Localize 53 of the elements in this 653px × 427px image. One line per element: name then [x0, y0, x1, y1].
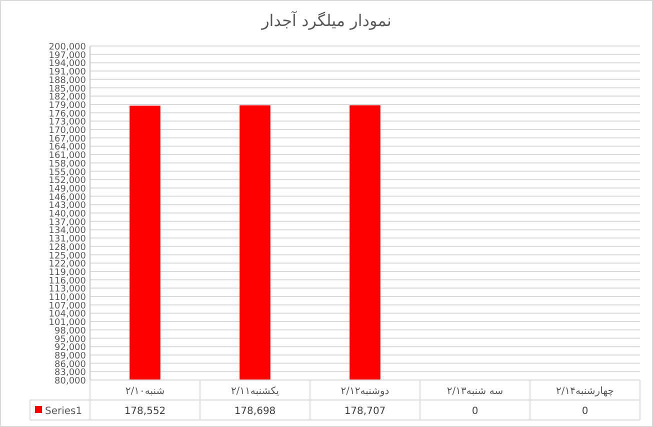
y-tick-label: 161,000	[48, 151, 86, 162]
y-tick-label: 191,000	[48, 68, 86, 78]
y-tick-label: 149,000	[48, 184, 86, 194]
y-tick-label: 92,000	[54, 343, 86, 354]
y-tick-label: 158,000	[48, 159, 86, 170]
y-tick-label: 155,000	[48, 168, 86, 178]
y-tick-label: 134,000	[48, 226, 86, 236]
y-tick-label: 122,000	[48, 260, 86, 270]
y-tick-label: 173,000	[48, 118, 86, 128]
x-tick-label: شنبه۲/۱۰	[125, 386, 165, 397]
y-tick-label: 164,000	[48, 142, 86, 153]
legend-label: Series1	[45, 406, 82, 417]
y-tick-label: 119,000	[48, 268, 86, 278]
y-tick-label: 110,000	[48, 293, 86, 303]
y-tick-label: 131,000	[48, 234, 86, 245]
x-tick-label: یکشنبه۲/۱۱	[230, 386, 280, 397]
y-tick-label: 80,000	[54, 376, 86, 386]
y-tick-label: 86,000	[54, 360, 86, 370]
y-tick-label: 176,000	[48, 109, 86, 120]
x-tick-label: سه شنبه۲/۱۳	[446, 386, 504, 397]
y-tick-label: 140,000	[48, 210, 86, 220]
data-label: 178,552	[124, 406, 166, 417]
y-tick-label: 152,000	[48, 176, 86, 186]
y-tick-label: 170,000	[48, 126, 86, 136]
x-tick-label: دوشنبه۲/۱۲	[340, 386, 390, 397]
y-tick-label: 98,000	[54, 326, 86, 336]
y-tick-label: 104,000	[48, 310, 86, 320]
y-tick-label: 116,000	[48, 276, 86, 286]
y-tick-label: 146,000	[48, 192, 86, 203]
y-tick-label: 167,000	[48, 134, 86, 144]
y-tick-label: 107,000	[48, 301, 86, 312]
y-tick-label: 95,000	[54, 334, 86, 345]
y-tick-label: 200,000	[48, 42, 86, 52]
data-label: 178,698	[234, 406, 276, 417]
text: 0	[582, 406, 588, 417]
y-tick-label: 194,000	[48, 59, 86, 70]
y-tick-label: 128,000	[48, 242, 86, 253]
y-tick-label: 101,000	[48, 318, 86, 328]
x-tick-label: چهارشنبه۲/۱۴	[556, 386, 614, 397]
y-tick-label: 113,000	[48, 284, 86, 295]
y-tick-label: 188,000	[48, 76, 86, 86]
text: 0	[472, 406, 478, 417]
data-label: 178,707	[344, 406, 386, 417]
y-tick-label: 89,000	[54, 351, 86, 362]
y-tick-label: 125,000	[48, 251, 86, 262]
y-tick-label: 179,000	[48, 100, 86, 111]
y-tick-label: 137,000	[48, 218, 86, 228]
y-tick-label: 197,000	[48, 50, 86, 61]
y-tick-label: 185,000	[48, 84, 86, 94]
y-tick-label: 83,000	[54, 368, 86, 378]
y-tick-label: 143,000	[48, 201, 86, 212]
chart-title: نمودار میلگرد آجدار	[260, 10, 392, 30]
y-tick-label: 182,000	[48, 92, 86, 103]
